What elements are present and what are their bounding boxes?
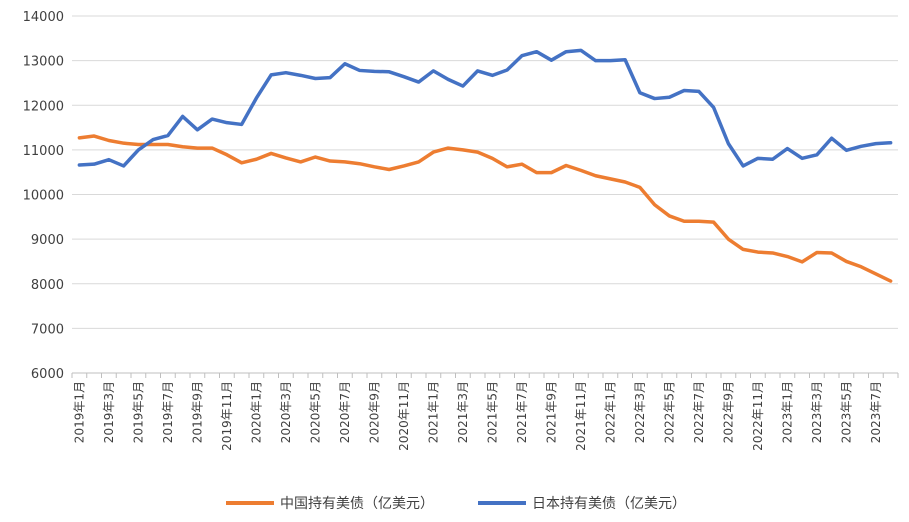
legend-swatch-china	[226, 501, 274, 505]
x-tick-label: 2020年7月	[338, 381, 352, 443]
y-tick-label: 11000	[23, 144, 64, 159]
x-tick-label: 2019年7月	[161, 381, 175, 443]
gridlines	[72, 15, 898, 374]
x-tick-label: 2019年11月	[220, 381, 234, 451]
x-tick-label: 2023年1月	[781, 381, 795, 443]
x-tick-label: 2022年7月	[692, 381, 706, 443]
y-axis: 6000 7000 8000 9000 10000 11000 12000 13000 1400…	[23, 10, 64, 382]
legend-swatch-japan	[478, 501, 526, 505]
x-tick-label: 2021年5月	[486, 381, 500, 443]
x-tick-label: 2023年7月	[869, 381, 883, 443]
legend-label-japan: 日本持有美债（亿美元）	[532, 496, 686, 512]
x-tick-label: 2020年5月	[309, 381, 323, 443]
x-axis: 2019年1月 2019年3月 2019年5月 2019年7月 2019年9月 2019年…	[71, 372, 899, 451]
series-lines	[77, 48, 893, 283]
x-tick-label: 2020年3月	[279, 381, 293, 443]
x-tick-label: 2021年3月	[456, 381, 470, 443]
x-tick-label: 2023年3月	[810, 381, 824, 443]
x-tick-label: 2022年3月	[633, 381, 647, 443]
x-tick-label: 2021年7月	[515, 381, 529, 443]
x-tick-label: 2019年5月	[132, 381, 146, 443]
x-tick-label: 2023年5月	[840, 381, 854, 443]
x-tick-label: 2021年9月	[545, 381, 559, 443]
x-tick-label: 2020年9月	[368, 381, 382, 443]
x-tick-label: 2020年1月	[250, 381, 264, 443]
x-tick-label: 2022年9月	[722, 381, 736, 443]
y-tick-label: 6000	[31, 367, 64, 382]
x-tick-label: 2021年11月	[574, 381, 588, 451]
x-tick-label: 2019年1月	[73, 381, 87, 443]
x-tick-label: 2022年1月	[604, 381, 618, 443]
y-tick-label: 12000	[23, 99, 64, 114]
x-tick-label: 2022年11月	[751, 381, 765, 451]
legend-label-china: 中国持有美债（亿美元）	[280, 496, 434, 512]
legend-item-china: 中国持有美债（亿美元）	[226, 492, 434, 514]
x-tick-label: 2020年11月	[397, 381, 411, 451]
x-tick-label: 2019年3月	[102, 381, 116, 443]
x-tick-label: 2019年9月	[191, 381, 205, 443]
x-tick-label: 2022年5月	[663, 381, 677, 443]
y-tick-label: 7000	[31, 322, 64, 337]
series-line-japan	[77, 48, 893, 168]
x-tick-label: 2021年1月	[427, 381, 441, 443]
y-tick-label: 9000	[31, 233, 64, 248]
y-tick-label: 13000	[23, 55, 64, 70]
legend: 中国持有美债（亿美元） 日本持有美债（亿美元）	[0, 492, 909, 514]
series-line-china	[77, 134, 893, 283]
y-tick-label: 8000	[31, 278, 64, 293]
y-tick-label: 14000	[23, 10, 64, 25]
legend-item-japan: 日本持有美债（亿美元）	[478, 492, 686, 514]
y-tick-label: 10000	[23, 189, 64, 204]
